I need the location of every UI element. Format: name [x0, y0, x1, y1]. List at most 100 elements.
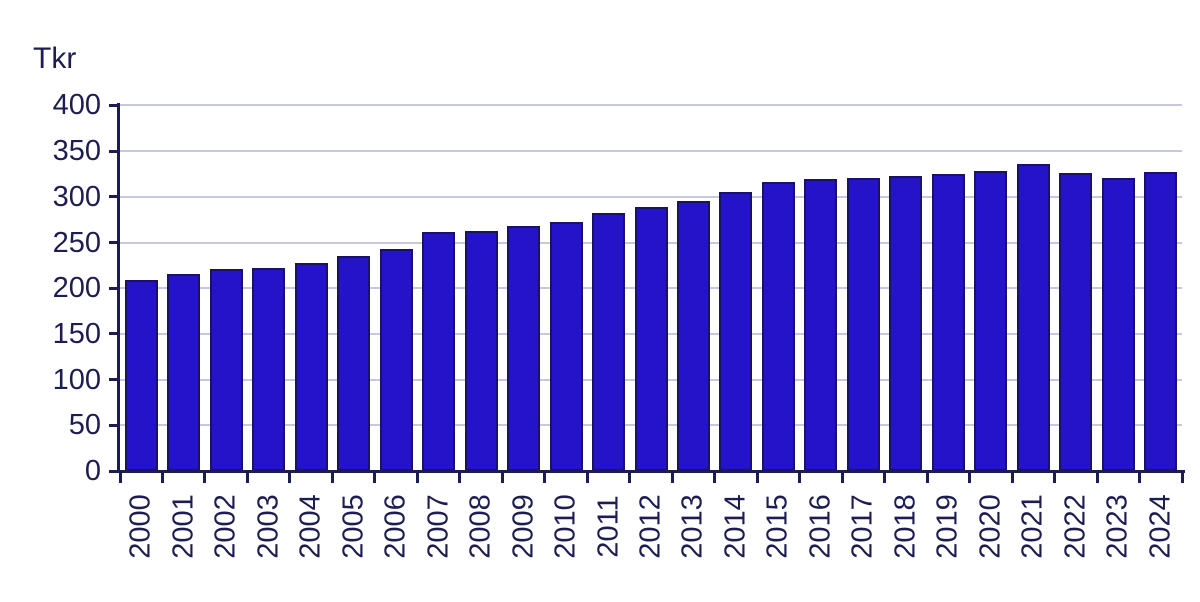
- x-label-2017: 2017: [846, 494, 879, 559]
- x-tick-16: [798, 472, 802, 483]
- x-tick-8: [458, 472, 462, 483]
- x-label-2016: 2016: [804, 494, 837, 559]
- x-label-2018: 2018: [889, 494, 922, 559]
- x-label-2013: 2013: [676, 494, 709, 559]
- y-tick-50: [109, 423, 118, 427]
- y-tick-150: [109, 332, 118, 336]
- x-tick-23: [1095, 472, 1099, 483]
- bar-2020: [974, 171, 1008, 471]
- x-label-2001: 2001: [167, 494, 200, 559]
- y-tick-350: [109, 149, 118, 153]
- bar-2004: [294, 262, 328, 471]
- x-tick-10: [543, 472, 547, 483]
- x-label-2023: 2023: [1101, 494, 1134, 559]
- y-tick-0: [109, 469, 118, 473]
- gridline-400: [120, 104, 1182, 107]
- x-tick-22: [1053, 472, 1057, 483]
- x-label-2007: 2007: [422, 494, 455, 559]
- x-tick-3: [245, 472, 249, 483]
- x-label-2020: 2020: [974, 494, 1007, 559]
- x-tick-20: [968, 472, 972, 483]
- y-tick-label-400: 400: [52, 89, 101, 122]
- bar-2011: [592, 213, 626, 471]
- y-tick-250: [109, 241, 118, 244]
- x-tick-11: [585, 472, 589, 483]
- y-tick-label-100: 100: [52, 363, 101, 396]
- x-tick-0: [118, 472, 122, 483]
- x-tick-7: [415, 472, 419, 483]
- x-tick-14: [713, 472, 717, 483]
- y-tick-300: [109, 195, 118, 199]
- x-label-2011: 2011: [592, 495, 625, 558]
- y-tick-100: [109, 378, 118, 382]
- x-tick-17: [840, 472, 844, 483]
- x-label-2000: 2000: [124, 494, 157, 559]
- bar-2013: [676, 201, 710, 471]
- x-tick-15: [755, 472, 759, 483]
- gridline-300: [120, 195, 1182, 198]
- y-tick-label-250: 250: [52, 226, 101, 259]
- bar-2010: [549, 222, 583, 471]
- bar-2015: [761, 182, 795, 471]
- y-tick-label-150: 150: [52, 317, 101, 350]
- y-tick-label-350: 350: [52, 135, 101, 168]
- x-label-2003: 2003: [252, 494, 285, 559]
- bar-2000: [124, 279, 158, 471]
- bar-2023: [1101, 177, 1135, 471]
- x-tick-18: [883, 472, 887, 483]
- y-tick-200: [109, 286, 118, 290]
- x-tick-4: [288, 472, 292, 483]
- gridline-350: [120, 150, 1182, 153]
- x-tick-9: [500, 472, 504, 483]
- bar-2016: [804, 179, 838, 471]
- y-axis-unit-label: Tkr: [33, 42, 77, 75]
- y-tick-label-200: 200: [52, 272, 101, 305]
- bar-2014: [719, 192, 753, 471]
- x-label-2024: 2024: [1144, 494, 1177, 559]
- bar-2001: [167, 274, 201, 471]
- x-label-2004: 2004: [294, 494, 327, 559]
- bar-2012: [634, 206, 668, 471]
- x-label-2010: 2010: [549, 494, 582, 559]
- x-label-2002: 2002: [209, 494, 242, 559]
- x-tick-2: [203, 472, 207, 483]
- x-label-2009: 2009: [507, 494, 540, 559]
- x-tick-25: [1180, 472, 1184, 483]
- x-label-2019: 2019: [931, 494, 964, 559]
- y-tick-label-300: 300: [52, 180, 101, 213]
- y-tick-label-0: 0: [84, 455, 101, 487]
- bar-2019: [931, 173, 965, 471]
- bar-2007: [422, 232, 456, 471]
- bar-2008: [464, 230, 498, 471]
- x-tick-12: [628, 472, 632, 483]
- x-label-2015: 2015: [761, 494, 794, 559]
- bar-2009: [507, 226, 541, 471]
- x-label-2021: 2021: [1016, 494, 1049, 559]
- x-tick-1: [160, 472, 164, 483]
- bar-2018: [889, 175, 923, 471]
- bar-2021: [1016, 163, 1050, 471]
- bar-2022: [1059, 173, 1093, 471]
- x-label-2022: 2022: [1059, 494, 1092, 559]
- bar-2003: [252, 268, 286, 471]
- y-tick-400: [109, 103, 118, 107]
- x-tick-6: [373, 472, 377, 483]
- bar-2005: [337, 256, 371, 471]
- x-tick-5: [330, 472, 334, 483]
- bar-2024: [1144, 172, 1178, 471]
- x-label-2014: 2014: [719, 494, 752, 559]
- x-label-2006: 2006: [379, 494, 412, 559]
- x-tick-21: [1010, 472, 1014, 483]
- y-axis-line: [117, 103, 120, 473]
- x-label-2005: 2005: [337, 494, 370, 559]
- x-axis-line: [117, 469, 1185, 473]
- x-tick-24: [1138, 472, 1142, 483]
- x-tick-19: [925, 472, 929, 483]
- x-label-2012: 2012: [634, 494, 667, 559]
- bar-2017: [846, 177, 880, 471]
- x-label-2008: 2008: [464, 494, 497, 559]
- bar-2002: [209, 269, 243, 471]
- bar-2006: [379, 248, 413, 471]
- x-tick-13: [670, 472, 674, 483]
